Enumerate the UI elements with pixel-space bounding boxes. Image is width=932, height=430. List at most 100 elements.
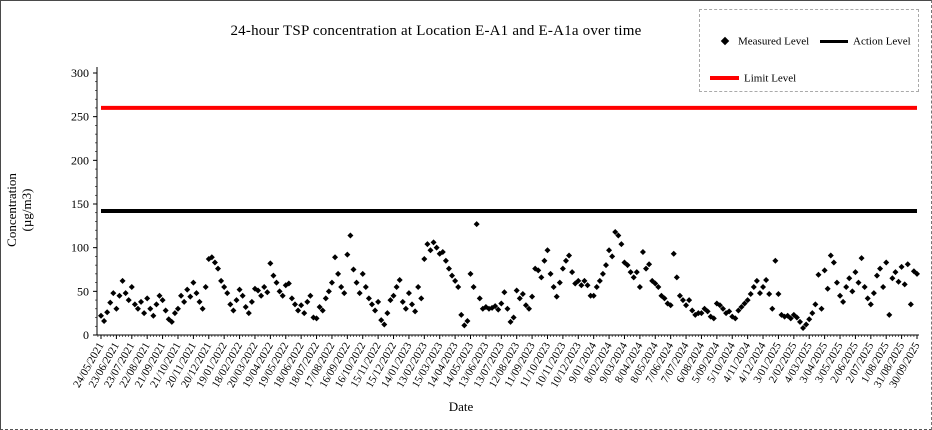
data-point xyxy=(824,285,831,292)
data-point xyxy=(535,267,542,274)
legend-label-limit: Limit Level xyxy=(744,72,797,85)
data-point xyxy=(504,305,511,312)
data-point xyxy=(892,269,899,276)
data-point xyxy=(587,292,594,299)
data-point xyxy=(227,301,234,308)
data-point xyxy=(495,306,502,313)
data-point xyxy=(744,297,751,304)
data-point xyxy=(735,307,742,314)
data-point xyxy=(307,292,314,299)
data-point xyxy=(424,241,431,248)
red-line-marker-icon xyxy=(710,76,739,81)
diamond-marker-icon xyxy=(720,37,730,46)
data-point xyxy=(110,290,117,297)
data-point xyxy=(467,270,474,277)
data-point xyxy=(769,305,776,312)
data-point xyxy=(473,221,480,228)
data-point xyxy=(898,263,905,270)
data-point xyxy=(655,283,662,290)
data-point xyxy=(738,304,745,311)
data-point xyxy=(763,276,770,283)
data-point xyxy=(575,277,582,284)
data-point xyxy=(104,309,111,316)
data-point xyxy=(362,283,369,290)
data-point xyxy=(141,310,148,317)
data-point xyxy=(442,257,449,264)
data-point xyxy=(378,317,385,324)
data-point xyxy=(375,298,382,305)
data-point xyxy=(633,269,640,276)
y-axis-title-line1: Concentration xyxy=(4,173,19,247)
data-point xyxy=(566,252,573,259)
data-point xyxy=(667,302,674,309)
data-point xyxy=(372,307,379,314)
data-point xyxy=(230,307,237,314)
data-point xyxy=(556,279,563,286)
data-point xyxy=(686,297,693,304)
data-point xyxy=(775,290,782,297)
data-point xyxy=(498,300,505,307)
data-point xyxy=(245,310,252,317)
data-point xyxy=(914,270,920,277)
data-point xyxy=(689,307,696,314)
data-point xyxy=(233,297,240,304)
data-point xyxy=(430,239,437,246)
data-point xyxy=(439,249,446,256)
data-point xyxy=(895,278,902,285)
data-point xyxy=(602,262,609,269)
data-point xyxy=(399,298,406,305)
data-point xyxy=(741,300,748,307)
data-point xyxy=(593,283,600,290)
data-point xyxy=(396,276,403,283)
data-point xyxy=(618,241,625,248)
data-point xyxy=(861,283,868,290)
data-point xyxy=(867,301,874,308)
data-point xyxy=(285,280,292,287)
data-point xyxy=(138,298,145,305)
data-point xyxy=(208,254,215,261)
data-point xyxy=(787,315,794,322)
data-point xyxy=(295,307,302,314)
data-point xyxy=(236,286,243,293)
data-point xyxy=(445,265,452,272)
data-point xyxy=(332,254,339,261)
data-point xyxy=(412,308,419,315)
data-point xyxy=(624,262,631,269)
data-point xyxy=(852,269,859,276)
data-point xyxy=(800,325,807,332)
data-point xyxy=(418,295,425,302)
data-point xyxy=(815,271,822,278)
legend-label-measured: Measured Level xyxy=(738,35,810,48)
legend-entry-action: Action Level xyxy=(820,35,911,47)
data-point xyxy=(193,290,200,297)
data-point xyxy=(239,292,246,299)
data-point xyxy=(886,311,893,318)
data-point xyxy=(849,288,856,295)
data-point xyxy=(550,283,557,290)
data-point xyxy=(162,307,169,314)
data-point xyxy=(119,277,126,284)
data-point xyxy=(609,253,616,260)
data-point xyxy=(870,290,877,297)
legend-entry-measured: Measured Level xyxy=(720,35,810,48)
data-point xyxy=(427,247,434,254)
data-point xyxy=(837,292,844,299)
data-point xyxy=(590,292,597,299)
data-point xyxy=(178,292,185,299)
data-point xyxy=(301,310,308,317)
data-point xyxy=(211,259,218,266)
data-point xyxy=(461,322,468,329)
data-point xyxy=(529,293,536,300)
data-point xyxy=(174,305,181,312)
data-point xyxy=(316,304,323,311)
data-point xyxy=(455,283,462,290)
data-point xyxy=(584,282,591,289)
data-point xyxy=(255,287,262,294)
y-tick-label: 200 xyxy=(71,153,89,167)
chart-title: 24-hour TSP concentration at Location E-… xyxy=(230,23,642,39)
data-point xyxy=(840,298,847,305)
data-point xyxy=(452,277,459,284)
data-point xyxy=(393,283,400,290)
data-point xyxy=(846,275,853,282)
